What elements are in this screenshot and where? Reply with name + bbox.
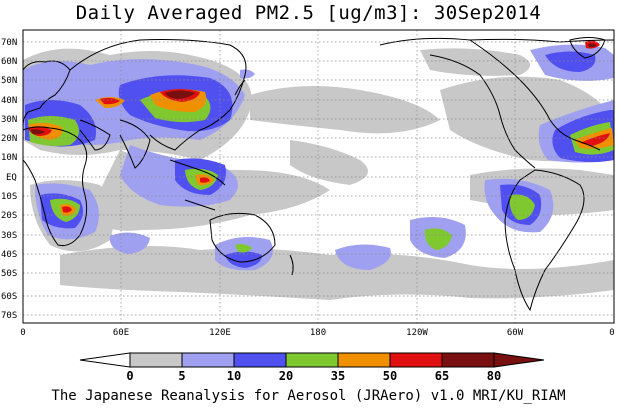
colorbar-segment <box>233 352 287 368</box>
colorbar: 0 5 10 20 35 50 65 80 <box>79 352 545 383</box>
lon-label: 180 <box>310 328 326 338</box>
lat-label: 10S <box>1 192 17 202</box>
colorbar-segment <box>285 352 339 368</box>
lon-label: 0 <box>20 328 25 338</box>
lon-label: 120E <box>209 328 231 338</box>
colorbar-segment <box>441 352 495 368</box>
lat-label: 60S <box>1 292 17 302</box>
colorbar-tick-label: 20 <box>279 369 293 383</box>
lat-label: 30N <box>1 115 17 125</box>
colorbar-tick-label: 80 <box>487 369 501 383</box>
lat-label: 40N <box>1 96 17 106</box>
lon-label: 0 <box>609 328 614 338</box>
lon-label: 60E <box>113 328 129 338</box>
colorbar-tick-label: 50 <box>383 369 397 383</box>
colorbar-right-arrow <box>493 352 545 368</box>
graticule <box>23 30 614 323</box>
lat-label: 50N <box>1 76 17 86</box>
colorbar-tick-label: 10 <box>227 369 241 383</box>
colorbar-segment <box>181 352 235 368</box>
colorbar-segment <box>389 352 443 368</box>
colorbar-left-arrow <box>79 352 131 368</box>
lat-label: 30S <box>1 231 17 241</box>
latitude-labels: 70N 60N 50N 40N 30N 20N 10N EQ 10S 20S 3… <box>1 38 17 321</box>
map-frame <box>22 29 615 324</box>
lat-label: 40S <box>1 250 17 260</box>
colorbar-tick-label: 35 <box>331 369 345 383</box>
lat-label: 20N <box>1 134 17 144</box>
lat-label: 50S <box>1 269 17 279</box>
colorbar-tick-label: 65 <box>435 369 449 383</box>
longitude-labels: 0 60E 120E 180 120W 60W 0 <box>20 328 614 338</box>
lon-label: 60W <box>507 328 524 338</box>
lat-label: 10N <box>1 153 17 163</box>
lon-label: 120W <box>406 328 428 338</box>
colorbar-segment <box>337 352 391 368</box>
lat-label: 60N <box>1 57 17 67</box>
lat-label: 70N <box>1 38 17 48</box>
colorbar-segment <box>129 352 183 368</box>
colorbar-tick-label: 0 <box>126 369 133 383</box>
map-title: Daily Averaged PM2.5 [ug/m3]: 30Sep2014 <box>75 2 542 24</box>
lat-label: 20S <box>1 211 17 221</box>
lat-label: 70S <box>1 311 17 321</box>
colorbar-tick-label: 5 <box>178 369 185 383</box>
footer-credit: The Japanese Reanalysis for Aerosol (JRA… <box>51 388 566 404</box>
lat-label: EQ <box>6 173 17 183</box>
